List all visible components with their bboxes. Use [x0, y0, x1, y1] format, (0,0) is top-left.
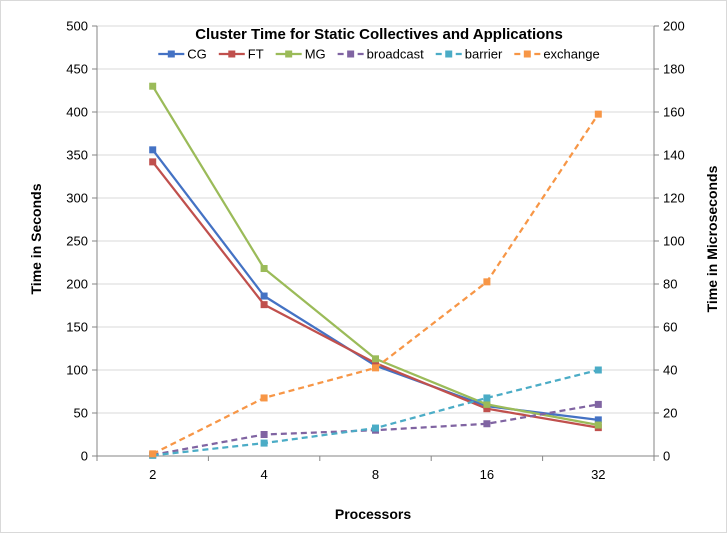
data-point-exchange: [594, 110, 602, 118]
left-y-axis-title: Time in Seconds: [28, 183, 44, 294]
data-point-exchange: [149, 450, 157, 458]
data-point-CG: [149, 146, 157, 154]
y2-tick-label: 200: [663, 19, 685, 34]
x-tick-label: 2: [149, 467, 156, 482]
y2-tick-label: 0: [663, 449, 670, 464]
x-tick-label: 32: [591, 467, 605, 482]
data-point-broadcast: [594, 400, 602, 408]
legend-marker-icon: [167, 50, 175, 58]
data-point-FT: [372, 359, 379, 367]
series-line-MG: [151, 85, 599, 427]
y2-tick-label: 120: [663, 191, 685, 206]
legend-marker-icon: [228, 50, 236, 58]
legend-label: MG: [305, 47, 326, 62]
data-point-MG: [260, 265, 268, 273]
chart-title: Cluster Time for Static Collectives and …: [195, 26, 563, 43]
y-tick-label: 0: [81, 449, 88, 464]
data-point-FT: [149, 158, 157, 166]
legend-marker-icon: [523, 50, 531, 58]
y-tick-label: 50: [74, 406, 88, 421]
legend-label: barrier: [465, 47, 503, 62]
legend-item-CG: CG: [158, 47, 207, 62]
data-point-MG: [594, 421, 602, 429]
data-point-FT: [260, 301, 268, 309]
legend-label: FT: [248, 47, 264, 62]
y-tick-label: 350: [66, 148, 88, 163]
series-line-CG: [151, 149, 599, 422]
data-point-CG: [594, 416, 602, 424]
x-tick-label: 8: [372, 467, 379, 482]
x-axis-ticks: 2 4 8 16 32: [149, 467, 605, 482]
legend: CG FT MG broadcast barrier exchange: [158, 47, 600, 62]
x-tick-label: 4: [260, 467, 267, 482]
data-point-MG: [372, 355, 379, 363]
series-FT: [149, 158, 602, 432]
legend-item-FT: FT: [218, 47, 264, 62]
y2-tick-label: 180: [663, 62, 685, 77]
legend-marker-icon: [347, 50, 355, 58]
legend-item-MG: MG: [275, 47, 326, 62]
gridlines: [97, 25, 654, 414]
data-point-barrier: [372, 424, 379, 432]
y-tick-label: 100: [66, 363, 88, 378]
legend-item-broadcast: broadcast: [337, 47, 424, 62]
legend-item-barrier: barrier: [435, 47, 503, 62]
legend-marker-icon: [445, 50, 453, 58]
x-tick-label: 16: [480, 467, 494, 482]
data-point-broadcast: [483, 420, 491, 428]
axes: [92, 25, 659, 461]
y2-tick-label: 100: [663, 234, 685, 249]
y2-tick-label: 60: [663, 320, 677, 335]
right-y-axis-ticks: 0 20 40 60 80 100 120 140 160 180 200: [663, 19, 685, 464]
legend-marker-icon: [285, 50, 293, 58]
y-tick-label: 500: [66, 19, 88, 34]
left-y-axis-ticks: 0 50 100 150 200 250 300 350 400 450 500: [66, 19, 88, 464]
legend-item-exchange: exchange: [514, 47, 600, 62]
legend-label: exchange: [543, 47, 599, 62]
series-lines: [149, 82, 602, 459]
data-point-FT: [483, 405, 491, 413]
series-CG: [149, 146, 602, 424]
y2-tick-label: 160: [663, 105, 685, 120]
y2-tick-label: 140: [663, 148, 685, 163]
y-tick-label: 150: [66, 320, 88, 335]
y-tick-label: 400: [66, 105, 88, 120]
data-point-exchange: [260, 394, 268, 402]
y2-tick-label: 80: [663, 277, 677, 292]
y-tick-label: 300: [66, 191, 88, 206]
series-MG: [149, 82, 602, 429]
data-point-CG: [260, 292, 268, 300]
data-point-exchange: [372, 364, 379, 372]
legend-label: broadcast: [367, 47, 424, 62]
data-point-barrier: [483, 394, 491, 402]
y-tick-label: 200: [66, 277, 88, 292]
y2-tick-label: 40: [663, 363, 677, 378]
data-point-MG: [483, 400, 491, 408]
data-point-exchange: [483, 278, 491, 286]
y-tick-label: 250: [66, 234, 88, 249]
series-exchange: [149, 110, 602, 458]
x-axis-title: Processors: [335, 506, 411, 522]
data-point-MG: [149, 82, 157, 90]
data-point-barrier: [260, 439, 268, 447]
right-y-axis-title: Time in Microseconds: [704, 165, 720, 312]
legend-label: CG: [187, 47, 207, 62]
y2-tick-label: 20: [663, 406, 677, 421]
data-point-broadcast: [260, 431, 268, 438]
data-point-barrier: [594, 366, 602, 374]
y-tick-label: 450: [66, 62, 88, 77]
